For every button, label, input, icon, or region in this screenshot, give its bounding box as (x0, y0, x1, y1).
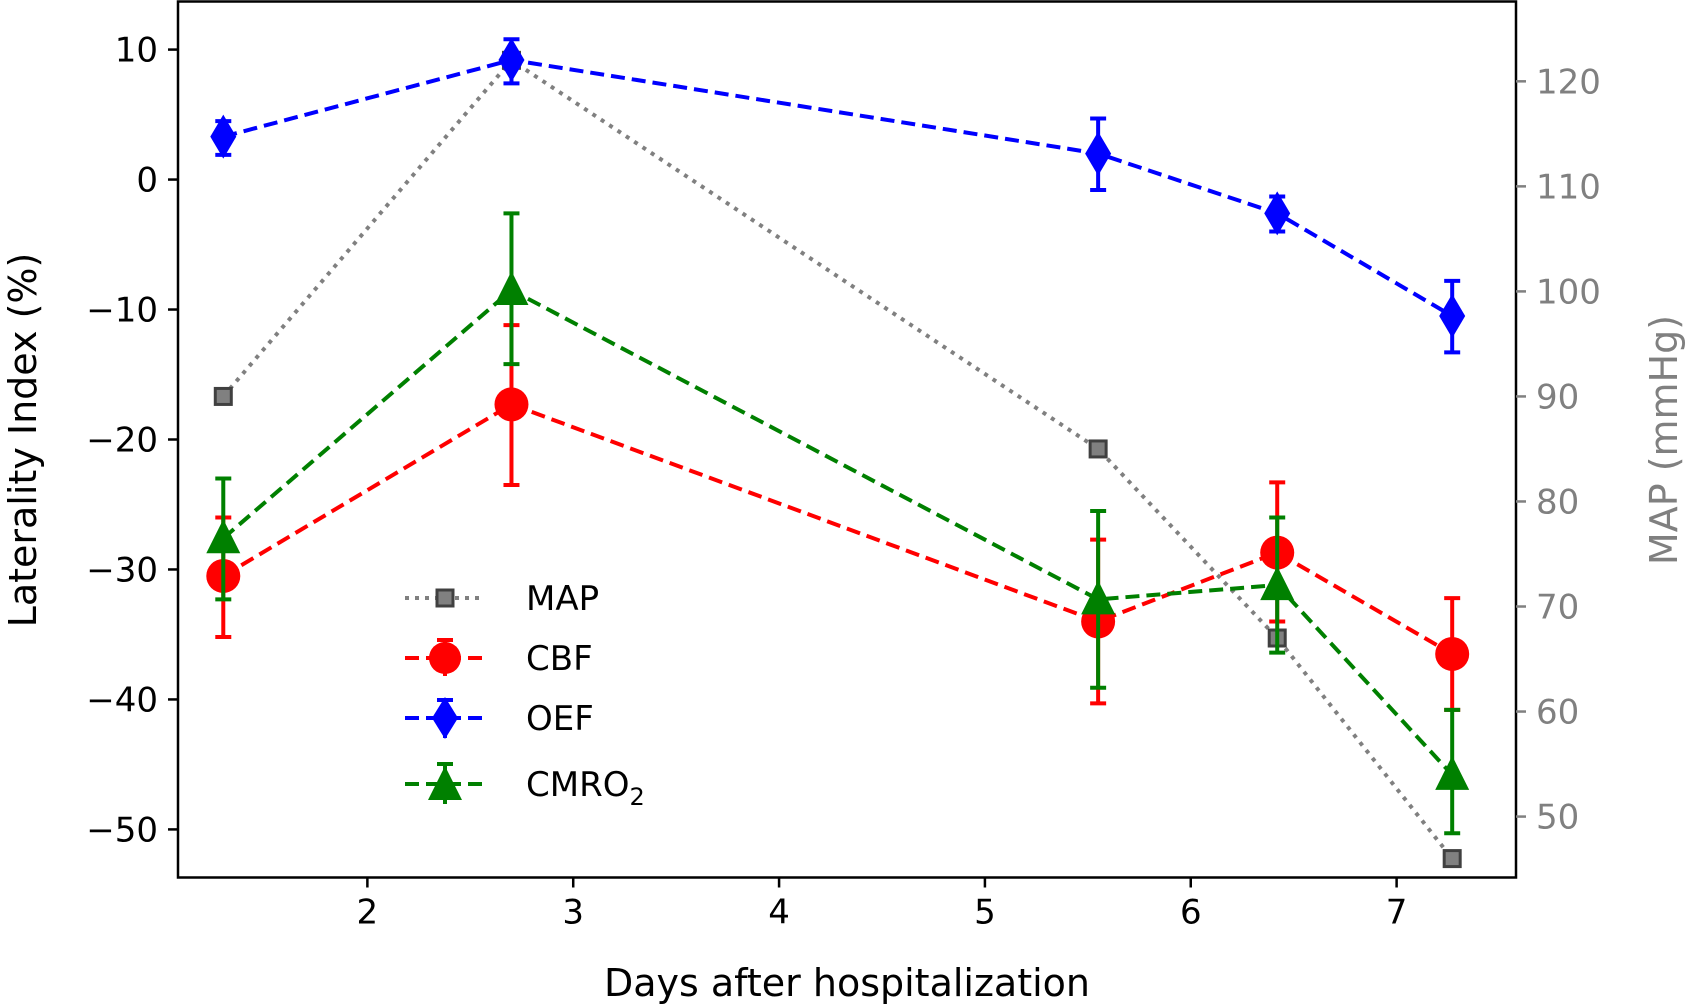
right-tick-label-80: 80 (1536, 482, 1579, 522)
marker-oef-2 (1085, 131, 1112, 176)
x-tick-label-2: 2 (357, 893, 379, 933)
right-tick-label-100: 100 (1536, 272, 1601, 312)
marker-oef-4 (1439, 294, 1466, 339)
legend-entry-map: MAP (405, 579, 599, 619)
right-y-axis-label: MAP (mmHg) (1642, 315, 1686, 565)
legend-marker-cmro2 (428, 766, 462, 800)
legend-label-cbf: CBF (526, 639, 593, 679)
right-tick-label-60: 60 (1536, 693, 1579, 733)
marker-map-0 (213, 386, 233, 406)
left-tick-label-0: 0 (136, 161, 158, 201)
left-y-axis-label: Laterality Index (%) (1, 253, 45, 628)
left-tick-label--20: −20 (86, 421, 158, 461)
marker-cmro2-4 (1435, 755, 1470, 790)
left-tick-label--50: −50 (86, 810, 158, 850)
marker-oef-3 (1264, 191, 1291, 236)
legend-label-oef: OEF (526, 699, 594, 739)
plot-frame (176, 0, 1518, 879)
right-tick-label-90: 90 (1536, 377, 1579, 417)
left-tick-label--30: −30 (86, 550, 158, 590)
right-tick-label-120: 120 (1536, 62, 1601, 102)
x-tick-label-3: 3 (562, 893, 584, 933)
marker-map-4 (1442, 849, 1462, 869)
x-tick-label-7: 7 (1386, 893, 1408, 933)
legend-entry-cmro2: CMRO2 (405, 762, 645, 811)
series-oef (210, 37, 1466, 355)
marker-map-2 (1088, 439, 1108, 459)
series-cmro2 (206, 211, 1470, 836)
right-tick-label-50: 50 (1536, 798, 1579, 838)
x-tick-label-4: 4 (768, 893, 790, 933)
legend: MAP CBF OEF CMRO2 (405, 579, 645, 811)
legend-label-cmro2-subscript: 2 (629, 783, 644, 811)
legend-entry-oef: OEF (405, 697, 594, 739)
marker-cbf-4 (1435, 636, 1470, 671)
x-axis: 2 3 4 5 6 7 (357, 877, 1408, 933)
series-line-map (221, 57, 1454, 860)
x-tick-label-6: 6 (1180, 893, 1202, 933)
legend-label-cmro2-base: CMRO (526, 765, 629, 805)
left-tick-label--40: −40 (86, 680, 158, 720)
legend-entry-cbf: CBF (405, 638, 593, 679)
legend-marker-cbf (429, 642, 461, 674)
x-tick-label-5: 5 (974, 893, 996, 933)
right-tick-label-70: 70 (1536, 588, 1579, 628)
marker-oef-1 (498, 37, 525, 82)
marker-cmro2-0 (206, 519, 241, 554)
right-tick-label-110: 110 (1536, 167, 1601, 207)
marker-cmro2-2 (1081, 580, 1116, 615)
series-layer (206, 37, 1470, 869)
left-tick-label-10: 10 (115, 31, 158, 71)
left-y-axis: 10 0 −10 −20 −30 −40 −50 (86, 31, 178, 850)
right-y-axis: 120 110 100 90 80 70 60 50 (1516, 62, 1601, 838)
legend-label-map: MAP (526, 579, 599, 619)
series-line-oef (222, 57, 1454, 318)
legend-marker-map (435, 588, 455, 608)
marker-oef-0 (210, 114, 237, 159)
x-axis-label: Days after hospitalization (604, 961, 1090, 1005)
series-map (213, 50, 1462, 869)
marker-cmro2-3 (1260, 566, 1295, 601)
series-line-cbf (222, 402, 1454, 656)
series-line-cmro2 (221, 287, 1454, 777)
legend-marker-oef (432, 697, 458, 739)
left-tick-label--10: −10 (86, 291, 158, 331)
marker-cbf-1 (494, 387, 529, 422)
legend-label-cmro2: CMRO2 (526, 765, 645, 811)
marker-cmro2-1 (494, 271, 529, 306)
